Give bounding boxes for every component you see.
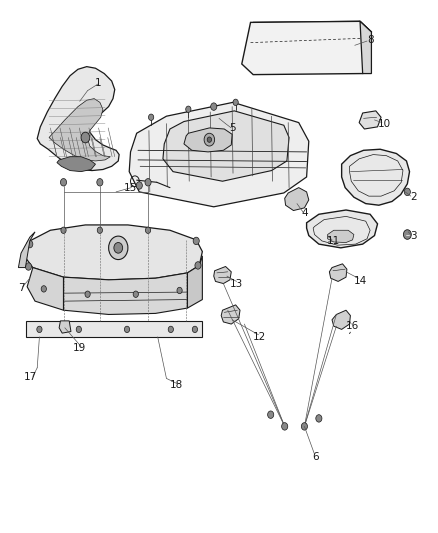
Polygon shape (214, 266, 231, 284)
Circle shape (403, 230, 411, 239)
Text: 1: 1 (95, 78, 102, 87)
Circle shape (81, 132, 90, 143)
Circle shape (233, 99, 238, 106)
Circle shape (133, 291, 138, 297)
Circle shape (97, 179, 103, 186)
Polygon shape (26, 321, 202, 337)
Circle shape (136, 182, 142, 189)
Circle shape (193, 237, 199, 245)
Polygon shape (221, 305, 240, 324)
Text: 16: 16 (346, 321, 359, 331)
Circle shape (109, 236, 128, 260)
Polygon shape (57, 157, 95, 172)
Text: 8: 8 (367, 35, 374, 45)
Circle shape (195, 262, 201, 269)
Text: 18: 18 (170, 380, 183, 390)
Circle shape (145, 179, 151, 186)
Text: 12: 12 (253, 332, 266, 342)
Circle shape (76, 326, 81, 333)
Circle shape (145, 227, 151, 233)
Polygon shape (49, 99, 110, 161)
Circle shape (41, 286, 46, 292)
Text: 5: 5 (229, 123, 236, 133)
Polygon shape (307, 210, 378, 248)
Circle shape (177, 287, 182, 294)
Circle shape (168, 326, 173, 333)
Polygon shape (163, 111, 289, 181)
Polygon shape (184, 128, 232, 152)
Circle shape (85, 291, 90, 297)
Polygon shape (18, 232, 35, 268)
Circle shape (114, 243, 123, 253)
Text: 19: 19 (73, 343, 86, 352)
Circle shape (404, 188, 410, 196)
Polygon shape (251, 21, 371, 53)
Polygon shape (360, 21, 371, 74)
Polygon shape (342, 149, 410, 205)
Polygon shape (64, 273, 187, 314)
Polygon shape (27, 268, 64, 310)
Circle shape (192, 326, 198, 333)
Circle shape (316, 415, 322, 422)
Polygon shape (24, 225, 202, 280)
Circle shape (124, 326, 130, 333)
Polygon shape (329, 264, 347, 281)
Text: 6: 6 (312, 453, 319, 462)
Polygon shape (187, 256, 202, 308)
Circle shape (61, 227, 66, 233)
Text: 2: 2 (410, 192, 417, 202)
Circle shape (207, 137, 212, 142)
Text: 17: 17 (24, 373, 37, 382)
Circle shape (204, 133, 215, 146)
Circle shape (27, 240, 33, 248)
Polygon shape (251, 21, 360, 43)
Circle shape (60, 179, 67, 186)
Text: 3: 3 (410, 231, 417, 240)
Circle shape (186, 106, 191, 112)
Circle shape (268, 411, 274, 418)
Circle shape (301, 423, 307, 430)
Circle shape (148, 114, 154, 120)
Polygon shape (332, 310, 350, 329)
Text: 15: 15 (124, 183, 137, 192)
Polygon shape (37, 67, 119, 171)
Text: 10: 10 (378, 119, 391, 128)
Polygon shape (129, 102, 309, 207)
Circle shape (97, 227, 102, 233)
Text: 11: 11 (327, 236, 340, 246)
Circle shape (282, 423, 288, 430)
Circle shape (211, 103, 217, 110)
Text: 13: 13 (230, 279, 243, 288)
Circle shape (25, 263, 32, 270)
Polygon shape (242, 21, 371, 75)
Polygon shape (285, 188, 309, 211)
Polygon shape (59, 321, 71, 333)
Text: 4: 4 (301, 208, 308, 218)
Polygon shape (328, 230, 354, 243)
Text: 14: 14 (353, 277, 367, 286)
Circle shape (37, 326, 42, 333)
Polygon shape (359, 111, 381, 129)
Text: 7: 7 (18, 283, 25, 293)
